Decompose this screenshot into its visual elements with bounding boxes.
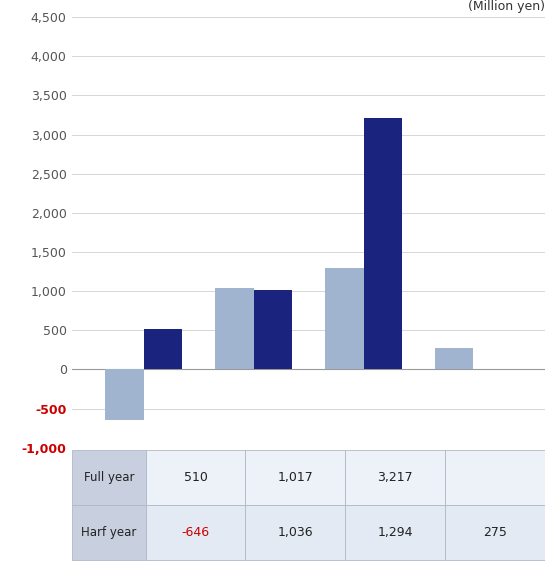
Bar [325, 268, 364, 370]
Bar [245, 505, 345, 560]
Bar [72, 450, 146, 505]
Bar [105, 370, 143, 420]
Text: March 2025: March 2025 [434, 460, 513, 473]
Text: March 2023: March 2023 [214, 460, 293, 473]
Text: 1,294: 1,294 [378, 526, 413, 539]
Bar [143, 329, 182, 370]
Bar [215, 288, 254, 370]
Text: -646: -646 [181, 526, 210, 539]
Bar [245, 450, 345, 505]
Bar [445, 450, 545, 505]
Text: Fiscal year ended: Fiscal year ended [98, 453, 189, 463]
Text: 1,036: 1,036 [277, 526, 313, 539]
Text: (Million yen): (Million yen) [468, 0, 545, 13]
Text: Full year: Full year [83, 471, 134, 484]
Text: March 2022: March 2022 [105, 460, 183, 473]
Bar [445, 505, 545, 560]
Text: March 2024: March 2024 [324, 460, 403, 473]
Bar [146, 505, 245, 560]
Text: Fiscal year ended: Fiscal year ended [318, 453, 409, 463]
Bar [72, 505, 146, 560]
Text: 1,017: 1,017 [277, 471, 313, 484]
Text: Harf year: Harf year [81, 526, 137, 539]
Bar [435, 348, 474, 370]
Bar [364, 117, 402, 370]
Bar [345, 505, 445, 560]
Text: 510: 510 [183, 471, 207, 484]
Bar [254, 290, 292, 370]
Text: 275: 275 [483, 526, 507, 539]
Text: Fiscal year ended: Fiscal year ended [208, 453, 299, 463]
Text: 3,217: 3,217 [378, 471, 413, 484]
Bar [146, 450, 245, 505]
Bar [345, 450, 445, 505]
Text: Fiscal year ended: Fiscal year ended [428, 453, 519, 463]
